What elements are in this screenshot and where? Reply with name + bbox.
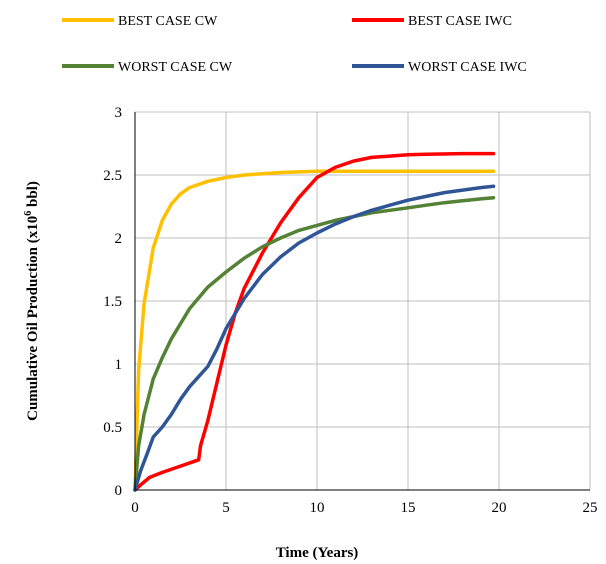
x-tick-label: 15	[401, 500, 416, 516]
series-line-best-case-cw	[133, 169, 496, 492]
y-tick-label: 0	[115, 483, 123, 499]
series-group	[133, 151, 496, 492]
series-line-best-case-iwc	[133, 151, 496, 492]
legend-label: BEST CASE CW	[118, 14, 218, 29]
y-tick-label: 1.5	[103, 294, 122, 310]
y-axis-title-tail: bbl)	[25, 181, 41, 211]
y-tick-label: 3	[115, 105, 123, 121]
y-tick-label: 2.5	[103, 168, 122, 184]
tick-labels: 0 5 10 15 20 25 0 0.5 1 1.5 2 2.5 3	[103, 105, 597, 516]
legend-label: BEST CASE IWC	[408, 14, 512, 29]
y-axis-title-superscript: 6	[23, 211, 34, 216]
legend-label: WORST CASE CW	[118, 60, 233, 75]
legend: BEST CASE CW BEST CASE IWC WORST CASE CW WO…	[62, 14, 527, 75]
x-tick-label: 20	[492, 500, 507, 516]
y-tick-label: 0.5	[103, 420, 122, 436]
y-tick-label: 1	[115, 357, 123, 373]
series-line-worst-case-iwc	[133, 184, 496, 492]
y-axis-title-main: Cumulative Oil Production (x10	[25, 216, 41, 421]
y-axis-title: Cumulative Oil Production (x106 bbl)	[23, 181, 41, 421]
x-axis-title: Time (Years)	[276, 545, 359, 561]
axes	[134, 112, 590, 491]
x-tick-label: 5	[222, 500, 230, 516]
x-tick-label: 10	[310, 500, 325, 516]
legend-label: WORST CASE IWC	[408, 60, 527, 75]
series-line-worst-case-cw	[133, 195, 496, 492]
x-tick-label: 25	[583, 500, 598, 516]
x-tick-label: 0	[131, 500, 139, 516]
y-tick-label: 2	[115, 231, 123, 247]
